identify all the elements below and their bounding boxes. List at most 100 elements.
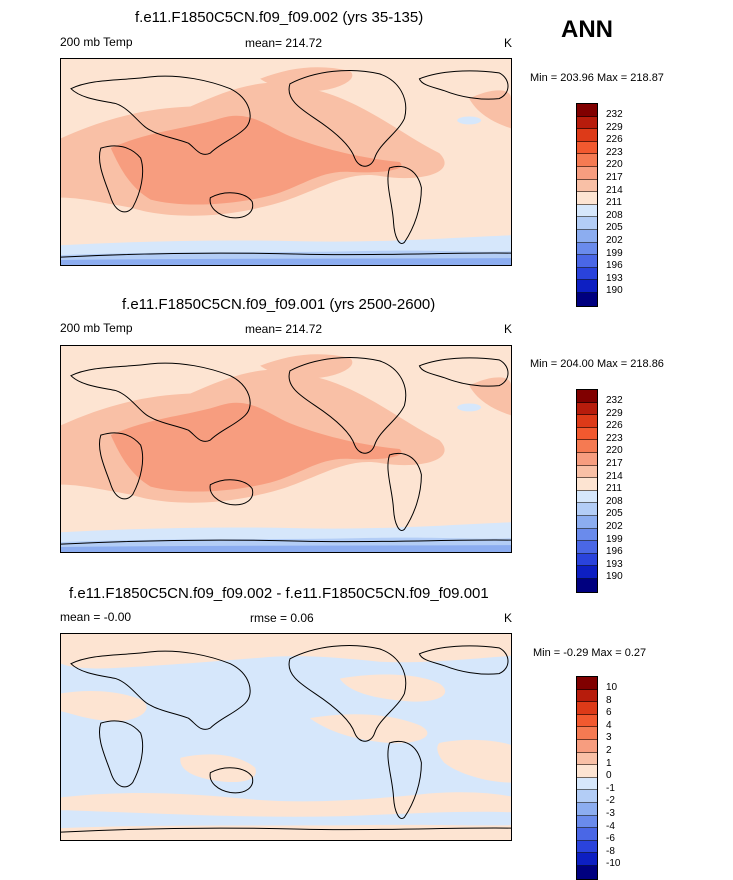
panel-1-cbar-label: 232 (606, 109, 623, 120)
panel-2-north-warm (260, 354, 353, 379)
colorbar-segment (577, 427, 597, 441)
colorbar-segment (577, 765, 597, 778)
panel-3-cbar-label: 6 (606, 707, 612, 719)
panel-1-north-warm (260, 67, 353, 92)
colorbar-segment (577, 840, 597, 854)
colorbar-segment (577, 865, 597, 879)
colorbar-segment (577, 739, 597, 753)
panel-1-mean-label: mean= 214.72 (245, 36, 323, 50)
colorbar-segment (577, 452, 597, 466)
panel-1-hot-region (110, 115, 402, 205)
colorbar-segment (577, 490, 597, 504)
colorbar-segment (577, 242, 597, 256)
panel-3-positive-patch (61, 691, 147, 722)
panel-2-cbar-label: 205 (606, 508, 623, 520)
colorbar-segment (577, 255, 597, 268)
panel-3-positive-patch (61, 792, 511, 817)
panel-1-cbar-label: 193 (606, 272, 623, 284)
colorbar-segment (577, 116, 597, 130)
panel-3-cbar-label: 4 (606, 719, 612, 731)
panel-2-cbar-label: 199 (606, 533, 623, 545)
colorbar-segment (577, 440, 597, 453)
panel-1-minmax: Min = 203.96 Max = 218.87 (530, 72, 664, 84)
colorbar-segment (577, 515, 597, 529)
panel-1-cbar-label: 220 (606, 159, 623, 171)
panel-1-cbar-label: 199 (606, 247, 623, 259)
colorbar-segment (577, 828, 597, 841)
colorbar-segment (577, 179, 597, 193)
colorbar-segment (577, 802, 597, 816)
panel-3-cbar-label: -1 (606, 782, 615, 794)
panel-2-cbar-label: 208 (606, 495, 623, 507)
panel-3-cbar-label: 10 (606, 682, 618, 693)
colorbar-segment (577, 192, 597, 205)
colorbar-segment (577, 415, 597, 428)
colorbar-segment (577, 129, 597, 142)
panel-3-cbar-label: -3 (606, 808, 615, 819)
panel-2-colorbar (576, 389, 598, 593)
colorbar-segment (577, 553, 597, 567)
panel-2-cbar-label: 226 (606, 420, 623, 432)
panel-3-positive-patch (339, 674, 446, 702)
panel-3-cbar-label: -8 (606, 845, 615, 857)
panel-3-coastlines (61, 645, 511, 833)
colorbar-segment (577, 702, 597, 715)
panel-3-cbar-label: 8 (606, 694, 612, 706)
panel-1-cbar-label: 202 (606, 235, 623, 246)
panel-3-positive-patch (309, 714, 428, 744)
colorbar-segment (577, 104, 597, 117)
colorbar-segment (577, 528, 597, 542)
panel-2-cbar-label: 223 (606, 432, 623, 444)
panel-2-cbar-label: 214 (606, 470, 623, 482)
colorbar-segment (577, 280, 597, 293)
panel-3-cbar-label: 2 (606, 745, 612, 756)
panel-1-cool-spot (457, 116, 482, 125)
colorbar-segment (577, 853, 597, 866)
panel-2-cbar-label: 217 (606, 458, 623, 469)
colorbar-segment (577, 390, 597, 403)
panel-1-cbar-label: 229 (606, 121, 623, 133)
panel-1-cbar-label: 208 (606, 209, 623, 221)
panel-1-colorbar (576, 103, 598, 307)
panel-2-cbar-label: 220 (606, 445, 623, 457)
panel-3-mean-label: mean = -0.00 (60, 610, 132, 624)
panel-2-cbar-label: 229 (606, 407, 623, 419)
colorbar-segment (577, 752, 597, 766)
colorbar-segment (577, 727, 597, 740)
colorbar-segment (577, 229, 597, 243)
panel-1-cbar-label: 217 (606, 172, 623, 183)
panel-2-contour-field (61, 346, 511, 552)
colorbar-segment (577, 777, 597, 791)
colorbar-segment (577, 503, 597, 516)
colorbar-segment (577, 815, 597, 829)
panel-1-map (60, 58, 512, 266)
panel-1-cbar-label: 190 (606, 285, 623, 297)
panel-3-cbar-label: 1 (606, 757, 612, 769)
colorbar-segment (577, 402, 597, 416)
colorbar-segment (577, 292, 597, 306)
panel-2-cbar-label: 193 (606, 558, 623, 570)
panel-1-cbar-label: 214 (606, 184, 623, 196)
panel-1-title: f.e11.F1850C5CN.f09_f09.002 (yrs 35-135) (135, 9, 424, 26)
panel-1-variable-label: 200 mb Temp (60, 35, 133, 49)
panel-1-cbar-label: 196 (606, 260, 623, 272)
panel-1-south-colder (61, 258, 511, 265)
panel-2-variable-label: 200 mb Temp (60, 321, 133, 335)
panel-1-atlantic-warm (469, 90, 511, 129)
panel-2-coastlines (61, 357, 511, 545)
panel-2-cool-spot (457, 403, 482, 412)
panel-3-cbar-label: -2 (606, 795, 615, 807)
panel-2-hot-region (110, 402, 402, 492)
colorbar-segment (577, 677, 597, 690)
panel-3-positive-patch (61, 824, 511, 840)
panel-3-positive-patch (180, 754, 256, 783)
colorbar-segment (577, 689, 597, 703)
panel-2-cbar-label: 211 (606, 483, 622, 495)
panel-3-cbar-label: 0 (606, 770, 612, 782)
panel-3-minmax: Min = -0.29 Max = 0.27 (533, 647, 647, 659)
panel-3-cbar-label: -10 (606, 858, 621, 870)
colorbar-segment (577, 541, 597, 554)
colorbar-segment (577, 478, 597, 491)
panel-2-cbar-label: 202 (606, 521, 623, 532)
colorbar-segment (577, 217, 597, 230)
